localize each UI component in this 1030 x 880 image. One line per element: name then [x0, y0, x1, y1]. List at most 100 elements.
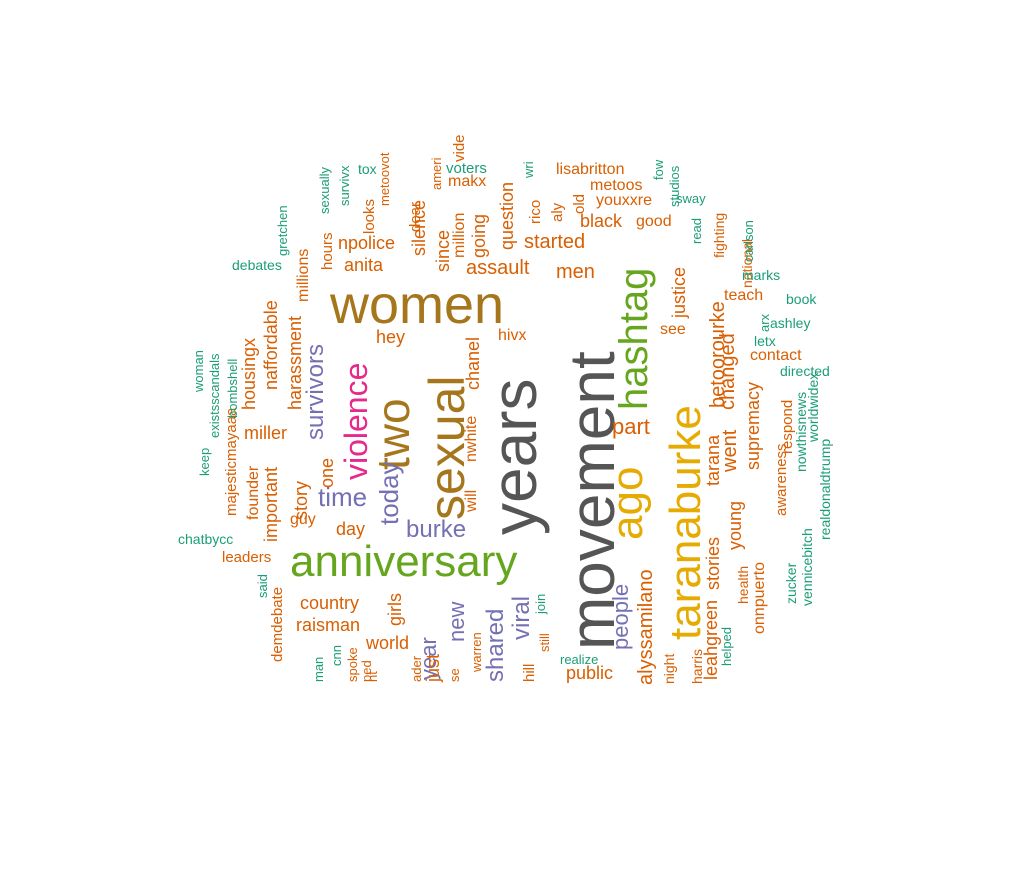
word: debates — [232, 257, 282, 273]
word: stories — [703, 536, 723, 590]
word: marks — [742, 267, 781, 283]
word: hill — [521, 663, 538, 682]
word: realize — [560, 652, 599, 667]
word: fow — [651, 159, 666, 180]
word: betoorourke — [707, 301, 729, 408]
word: one — [317, 457, 337, 488]
word: hashtag — [612, 267, 656, 410]
word: black — [580, 211, 623, 231]
word: guy — [290, 511, 316, 528]
word: hivx — [498, 327, 527, 344]
word: harassment — [285, 315, 305, 410]
word: shared — [482, 608, 509, 682]
word: founder — [245, 465, 262, 520]
word: women — [330, 275, 505, 335]
word: important — [261, 466, 281, 542]
word: girls — [385, 592, 405, 626]
word: fighting — [711, 212, 727, 258]
word: question — [497, 181, 517, 250]
word: survivors — [302, 343, 329, 440]
word: today — [374, 461, 404, 525]
word: good — [636, 213, 672, 230]
word: warren — [469, 632, 484, 672]
word: tarana — [703, 434, 723, 486]
word: ashley — [770, 315, 811, 331]
word: two — [367, 398, 419, 470]
word: millions — [295, 248, 312, 302]
word: existsscandals — [207, 353, 222, 438]
word: just — [423, 653, 443, 682]
word: health — [735, 565, 751, 604]
word: part — [612, 414, 650, 439]
word: looks — [361, 198, 378, 234]
word: se — [447, 668, 462, 682]
word: contact — [750, 347, 802, 364]
word: harris — [689, 648, 705, 684]
word: time — [318, 482, 368, 512]
word: directed — [780, 363, 830, 379]
word: viral — [508, 595, 535, 640]
word: join — [533, 593, 548, 614]
word: nt — [365, 671, 380, 682]
word: awareness — [773, 443, 790, 516]
word: helped — [719, 626, 734, 666]
word: leaders — [222, 549, 272, 566]
word: teach — [724, 287, 764, 304]
word: survivx — [337, 165, 352, 206]
word: went — [719, 429, 741, 472]
word: justice — [669, 266, 689, 318]
word: demdebate — [269, 586, 286, 662]
word: aly — [549, 202, 566, 222]
word: nwhite — [463, 415, 480, 462]
word: ader — [409, 655, 424, 682]
word: hey — [376, 327, 406, 347]
word: onnpuerto — [751, 561, 768, 634]
word: tox — [358, 161, 377, 177]
word: voters — [446, 160, 487, 177]
word: assault — [466, 257, 530, 279]
word: rico — [527, 199, 544, 224]
word: naffordable — [261, 300, 281, 390]
word: man — [311, 656, 326, 682]
word: gretchen — [275, 205, 290, 256]
word: lisabritton — [556, 161, 625, 178]
word: housingx — [239, 337, 259, 410]
word: hours — [319, 232, 336, 270]
word: night — [661, 653, 677, 684]
word: violence — [338, 362, 374, 480]
word: still — [537, 633, 552, 652]
word: makx — [448, 173, 487, 190]
word: majesticmayaaa — [223, 407, 240, 516]
word: said — [255, 574, 270, 598]
word: carlson — [741, 220, 756, 262]
word: metoos — [590, 177, 643, 194]
word: ago — [603, 466, 652, 540]
word: book — [786, 291, 817, 307]
word: supremacy — [743, 381, 763, 470]
word: sexually — [317, 167, 332, 214]
word: anniversary — [290, 537, 518, 586]
word: men — [556, 261, 595, 283]
word: burke — [406, 516, 467, 543]
word: zucker — [783, 562, 799, 604]
word: alyssamilano — [635, 569, 657, 685]
word: dear — [407, 201, 424, 232]
word: spoke — [345, 647, 360, 682]
word: read — [689, 217, 704, 244]
word: million — [451, 212, 468, 258]
word: keep — [197, 447, 212, 476]
word: worldwidex — [805, 372, 821, 442]
word: will — [463, 489, 480, 512]
word: anita — [344, 255, 384, 275]
word: country — [300, 593, 360, 613]
word: new — [444, 601, 469, 642]
word: since — [433, 229, 453, 272]
word: cnn — [329, 645, 344, 666]
word: public — [566, 663, 614, 683]
word: see — [660, 321, 686, 338]
word: going — [469, 213, 489, 258]
word: years — [478, 378, 550, 536]
word: npolice — [338, 233, 396, 253]
word: started — [524, 231, 586, 253]
